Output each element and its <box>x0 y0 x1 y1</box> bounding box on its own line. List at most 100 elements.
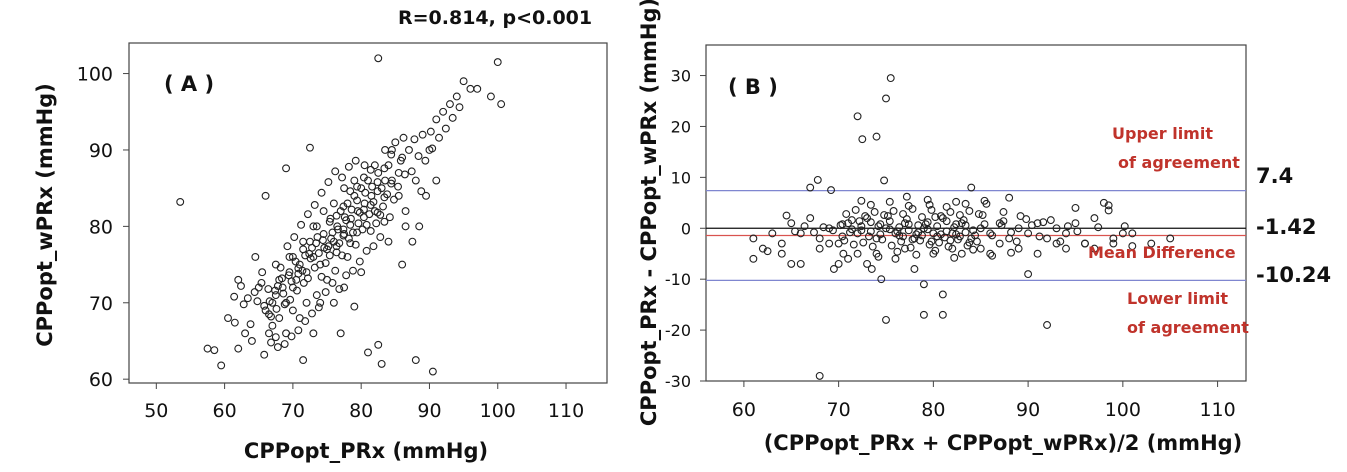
panel-a-data-point <box>257 278 266 287</box>
panel-a-data-point <box>339 231 348 240</box>
panel-a-data-point <box>351 240 360 249</box>
panel-a-data-point <box>332 248 341 257</box>
panel-b-data-point <box>931 213 940 222</box>
panel-a-data-point <box>389 195 398 204</box>
panel-b-data-point <box>904 226 913 235</box>
panel-b-data-point <box>806 183 815 192</box>
panel-b-data-point <box>955 211 964 219</box>
panel-b-data-point <box>842 210 851 218</box>
panel-a-data-point <box>267 338 275 347</box>
upper-limit-caption-line-2: of agreement <box>1118 153 1240 172</box>
panel-b-data-point <box>825 239 834 248</box>
panel-b-data-point <box>827 186 836 195</box>
panel-a-data-point <box>340 213 349 222</box>
panel-a-data-point <box>331 266 340 275</box>
panel-a-data-point <box>309 222 318 231</box>
panel-b-data-point <box>938 310 947 319</box>
panel-a-data-point <box>411 176 420 185</box>
panel-a-data-point <box>339 225 348 234</box>
panel-b-data-point <box>918 213 926 222</box>
panel-b-points <box>749 74 1175 380</box>
panel-b-data-point <box>1104 201 1113 210</box>
panel-a-data-point <box>328 278 337 287</box>
panel-b-data-point <box>904 220 913 229</box>
panel-b-y-axis-label: CPPopt_PRx - CPPopt_wPRx (mmHg) <box>637 0 661 426</box>
panel-b-x-tick-label: 80 <box>921 399 945 421</box>
panel-a-data-point <box>357 268 366 277</box>
panel-b-data-point <box>839 249 848 258</box>
panel-a-data-point <box>399 133 408 142</box>
panel-a-data-point <box>428 367 437 376</box>
panel-a-data-point <box>349 228 357 237</box>
panel-b-data-point <box>942 202 951 211</box>
panel-a-x-tick-label: 110 <box>548 400 584 422</box>
panel-a-data-point <box>374 340 383 349</box>
panel-b-data-point <box>919 280 928 289</box>
panel-b-data-point <box>899 232 908 241</box>
panel-a-data-point <box>343 252 352 261</box>
panel-a-data-point <box>317 272 326 281</box>
panel-b-data-point <box>806 214 815 223</box>
panel-b-data-point <box>919 310 928 319</box>
panel-a-data-point <box>332 211 341 220</box>
panel-b-data-point <box>893 247 902 256</box>
panel-b-x-tick-label: 60 <box>732 399 756 421</box>
panel-b-data-point <box>891 229 900 238</box>
panel-a-data-point <box>355 257 364 266</box>
panel-b-data-point <box>912 250 921 259</box>
panel-a-data-point <box>319 230 328 238</box>
panel-b-data-point <box>1094 223 1103 232</box>
panel-b-data-point <box>1052 224 1061 233</box>
panel-a-data-point <box>401 207 410 216</box>
panel-b-data-point <box>952 197 961 206</box>
panel-b-data-point <box>1035 232 1044 241</box>
panel-a-x-tick-label: 70 <box>281 400 305 422</box>
panel-a-data-point <box>306 143 314 152</box>
panel-a-data-point <box>360 161 369 170</box>
panel-b-data-point <box>891 254 900 263</box>
panel-b-data-point <box>902 215 911 224</box>
panel-a-data-point <box>380 217 389 226</box>
panel-b-data-point <box>880 176 889 185</box>
panel-b-data-point <box>1128 229 1137 238</box>
panel-a-data-point <box>435 133 443 142</box>
panel-a-data-point <box>312 291 321 300</box>
panel-a-data-point <box>278 274 286 283</box>
panel-a-data-point <box>319 207 328 216</box>
panel-a-data-point <box>452 92 461 101</box>
panel-a-data-point <box>275 314 284 323</box>
panel-a-data-point <box>387 150 396 159</box>
panel-a-data-point <box>391 138 400 147</box>
panel-b-data-point <box>978 211 987 219</box>
panel-a-data-point <box>288 306 297 315</box>
panel-b-data-point <box>864 232 873 241</box>
panel-b-data-point <box>895 223 904 232</box>
panel-b-data-point <box>948 244 957 253</box>
panel-b-data-point <box>796 259 805 268</box>
panel-a-data-point <box>384 237 393 246</box>
panel-a-data-point <box>302 298 311 307</box>
panel-a-x-axis-label: CPPopt_PRx (mmHg) <box>244 439 488 463</box>
panel-b-data-point <box>851 205 860 214</box>
panel-b-data-point <box>874 222 883 231</box>
panel-a-data-point <box>372 219 381 228</box>
panel-b-data-point <box>933 232 942 241</box>
panel-a-data-point <box>418 130 427 139</box>
panel-a-data-point <box>428 144 437 153</box>
panel-a-data-point <box>326 214 335 223</box>
panel-b-data-point <box>882 224 890 233</box>
panel-b-data-point <box>955 232 964 241</box>
panel-a-data-point <box>381 146 390 154</box>
panel-a-data-point <box>374 168 383 177</box>
panel-a-data-point <box>321 259 330 267</box>
panel-a-data-point <box>280 300 289 309</box>
panel-b-data-point <box>916 236 925 245</box>
panel-a-data-point <box>379 202 387 211</box>
panel-b-y-tick-label: 0 <box>681 219 691 238</box>
panel-a-data-point <box>353 196 362 205</box>
panel-a-y-tick-label: 70 <box>89 293 113 315</box>
panel-b-data-point <box>980 220 989 229</box>
panel-b-data-point <box>1071 219 1080 228</box>
panel-b-data-point <box>855 217 864 226</box>
panel-a-data-point <box>294 326 303 335</box>
